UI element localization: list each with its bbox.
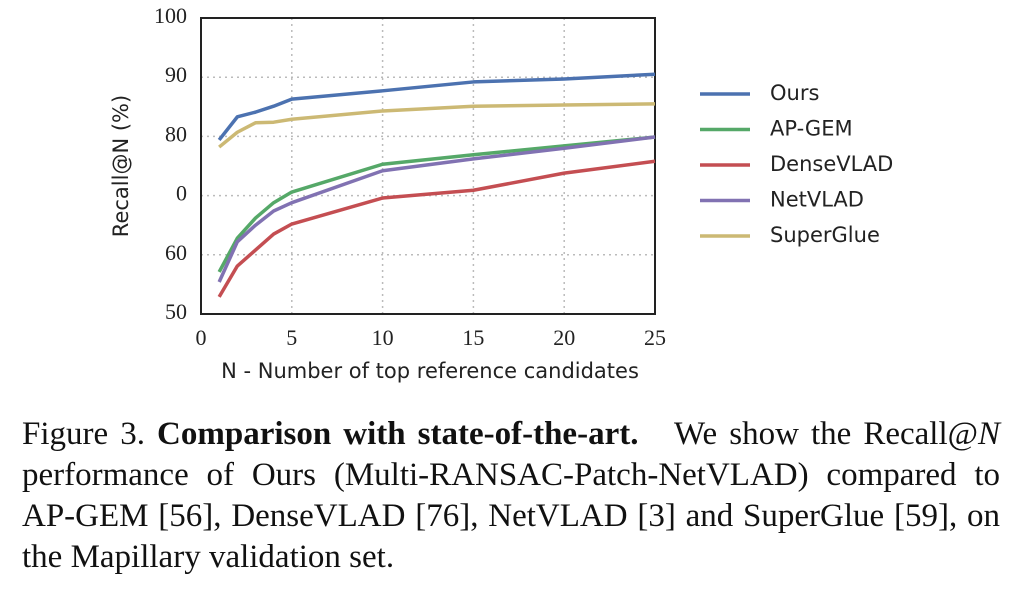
y-tick-label: 60 <box>165 240 187 265</box>
series-line <box>218 102 656 149</box>
legend-label: Ours <box>770 81 819 105</box>
series-line <box>217 72 656 142</box>
caption: Figure 3. Comparison with state-of-the-a… <box>22 414 1000 578</box>
y-tick-label: 100 <box>154 3 187 28</box>
legend-label: NetVLAD <box>770 188 864 212</box>
x-tick-label: 0 <box>196 325 207 350</box>
y-tick-label: 90 <box>165 62 187 87</box>
y-tick-label: 50 <box>165 299 187 324</box>
y-tick-label: 80 <box>165 121 187 146</box>
caption-text: performance of Ours (Multi-RANSAC-Patch-… <box>22 457 1000 575</box>
caption-text: We show the Recall@ <box>674 416 979 452</box>
x-tick-label: 5 <box>286 325 297 350</box>
x-tick-label: 25 <box>644 325 666 350</box>
series-line <box>217 135 656 283</box>
series-line <box>217 135 656 273</box>
x-tick-label: 10 <box>372 325 394 350</box>
x-axis-label: N - Number of top reference candidates <box>221 359 639 383</box>
y-tick-label: 0 <box>176 181 187 206</box>
x-tick-label: 15 <box>462 325 484 350</box>
legend-label: AP-GEM <box>770 117 853 141</box>
series-line <box>217 159 656 298</box>
y-axis-label: Recall@N (%) <box>109 95 133 237</box>
chart: N - Number of top reference candidates R… <box>109 3 893 383</box>
plot-frame <box>200 17 656 315</box>
caption-bold: Comparison with state-of-the-art. <box>157 416 639 452</box>
caption-italic: N <box>978 416 1001 452</box>
x-tick-label: 20 <box>553 325 575 350</box>
caption-label: Figure 3. <box>22 416 145 452</box>
legend-label: DenseVLAD <box>770 152 893 176</box>
legend-label: SuperGlue <box>770 223 880 247</box>
